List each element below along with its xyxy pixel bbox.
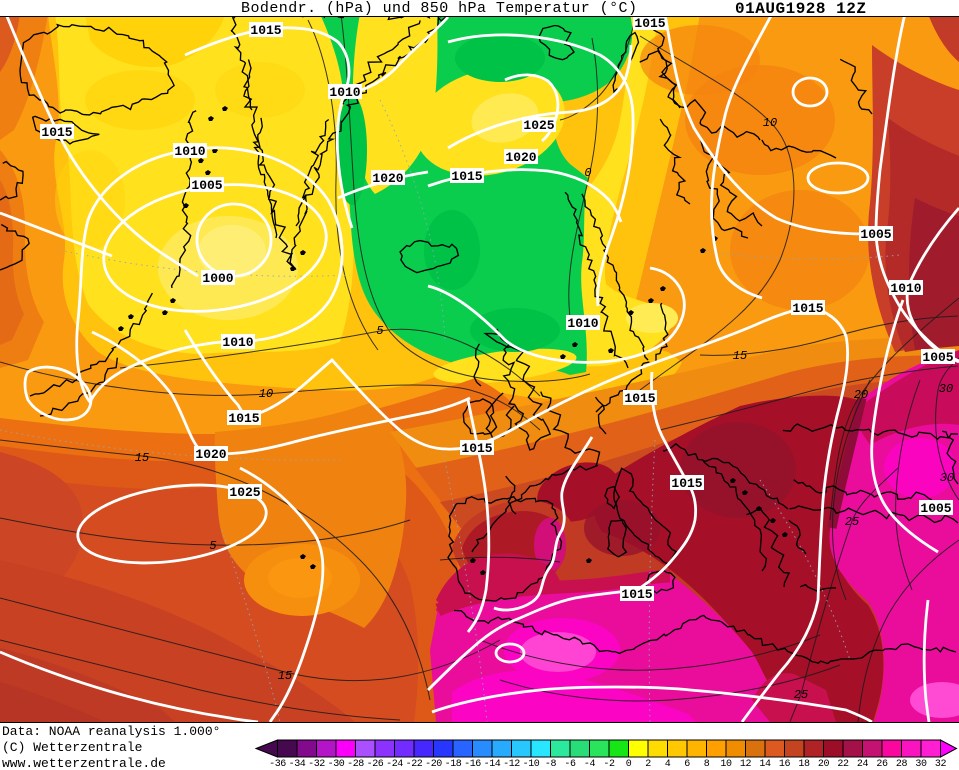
svg-text:0: 0 <box>584 166 591 180</box>
svg-text:8: 8 <box>704 759 710 770</box>
svg-text:22: 22 <box>837 759 849 770</box>
svg-text:1010: 1010 <box>222 335 253 350</box>
svg-text:1005: 1005 <box>922 350 953 365</box>
svg-text:1010: 1010 <box>890 281 921 296</box>
svg-text:-12: -12 <box>503 759 520 770</box>
svg-text:-14: -14 <box>484 759 501 770</box>
svg-text:1015: 1015 <box>634 16 665 31</box>
svg-text:-36: -36 <box>269 759 286 770</box>
svg-text:14: 14 <box>759 759 771 770</box>
svg-text:15: 15 <box>135 451 149 465</box>
svg-text:0: 0 <box>626 759 632 770</box>
svg-text:12: 12 <box>740 759 752 770</box>
svg-text:1010: 1010 <box>567 316 598 331</box>
svg-text:1015: 1015 <box>621 587 652 602</box>
svg-text:6: 6 <box>684 759 690 770</box>
svg-text:10: 10 <box>720 759 732 770</box>
svg-text:10: 10 <box>763 116 777 130</box>
svg-text:20: 20 <box>818 759 830 770</box>
svg-text:25: 25 <box>794 688 808 702</box>
svg-text:1015: 1015 <box>228 411 259 426</box>
svg-text:1015: 1015 <box>671 476 702 491</box>
svg-text:24: 24 <box>857 759 869 770</box>
svg-text:32: 32 <box>935 759 947 770</box>
svg-text:1010: 1010 <box>174 144 205 159</box>
svg-text:1020: 1020 <box>505 150 536 165</box>
svg-text:-10: -10 <box>523 759 540 770</box>
svg-text:5: 5 <box>209 539 216 553</box>
svg-text:15: 15 <box>733 349 747 363</box>
svg-text:20: 20 <box>854 388 868 402</box>
svg-text:16: 16 <box>779 759 791 770</box>
svg-text:10: 10 <box>259 387 273 401</box>
svg-text:-26: -26 <box>367 759 384 770</box>
svg-text:18: 18 <box>798 759 810 770</box>
svg-text:1025: 1025 <box>229 485 260 500</box>
svg-text:-20: -20 <box>425 759 442 770</box>
svg-text:-18: -18 <box>445 759 462 770</box>
svg-text:-28: -28 <box>347 759 364 770</box>
svg-text:1020: 1020 <box>195 447 226 462</box>
svg-text:1005: 1005 <box>860 227 891 242</box>
svg-text:-32: -32 <box>308 759 325 770</box>
svg-text:-24: -24 <box>386 759 403 770</box>
svg-text:Bodendr. (hPa) und 850 hPa Tem: Bodendr. (hPa) und 850 hPa Temperatur (°… <box>241 0 637 17</box>
svg-text:1005: 1005 <box>191 178 222 193</box>
svg-text:1015: 1015 <box>250 23 281 38</box>
svg-text:www.wetterzentrale.de: www.wetterzentrale.de <box>2 756 166 770</box>
svg-text:-34: -34 <box>289 759 306 770</box>
svg-text:30: 30 <box>915 759 927 770</box>
svg-text:-4: -4 <box>584 759 596 770</box>
svg-text:1015: 1015 <box>41 125 72 140</box>
svg-text:25: 25 <box>845 515 859 529</box>
svg-text:4: 4 <box>665 759 671 770</box>
svg-text:-6: -6 <box>564 759 576 770</box>
svg-text:30: 30 <box>940 471 954 485</box>
svg-text:1015: 1015 <box>461 441 492 456</box>
svg-text:1020: 1020 <box>372 171 403 186</box>
svg-text:15: 15 <box>278 669 292 683</box>
svg-text:30: 30 <box>939 382 953 396</box>
svg-text:01AUG1928 12Z: 01AUG1928 12Z <box>735 0 866 18</box>
svg-text:1015: 1015 <box>451 169 482 184</box>
svg-text:-22: -22 <box>406 759 423 770</box>
svg-text:28: 28 <box>896 759 908 770</box>
svg-text:-16: -16 <box>464 759 481 770</box>
svg-text:-30: -30 <box>328 759 345 770</box>
svg-text:2: 2 <box>645 759 651 770</box>
svg-text:1010: 1010 <box>329 85 360 100</box>
svg-text:1025: 1025 <box>523 118 554 133</box>
svg-text:(C) Wetterzentrale: (C) Wetterzentrale <box>2 740 142 755</box>
svg-text:1015: 1015 <box>792 301 823 316</box>
svg-text:1005: 1005 <box>920 501 951 516</box>
svg-text:26: 26 <box>876 759 888 770</box>
svg-text:-8: -8 <box>545 759 557 770</box>
svg-text:-2: -2 <box>603 759 615 770</box>
svg-text:Data: NOAA reanalysis 1.000°: Data: NOAA reanalysis 1.000° <box>2 724 220 739</box>
svg-text:1000: 1000 <box>202 271 233 286</box>
svg-text:5: 5 <box>376 324 383 338</box>
svg-text:1015: 1015 <box>624 391 655 406</box>
